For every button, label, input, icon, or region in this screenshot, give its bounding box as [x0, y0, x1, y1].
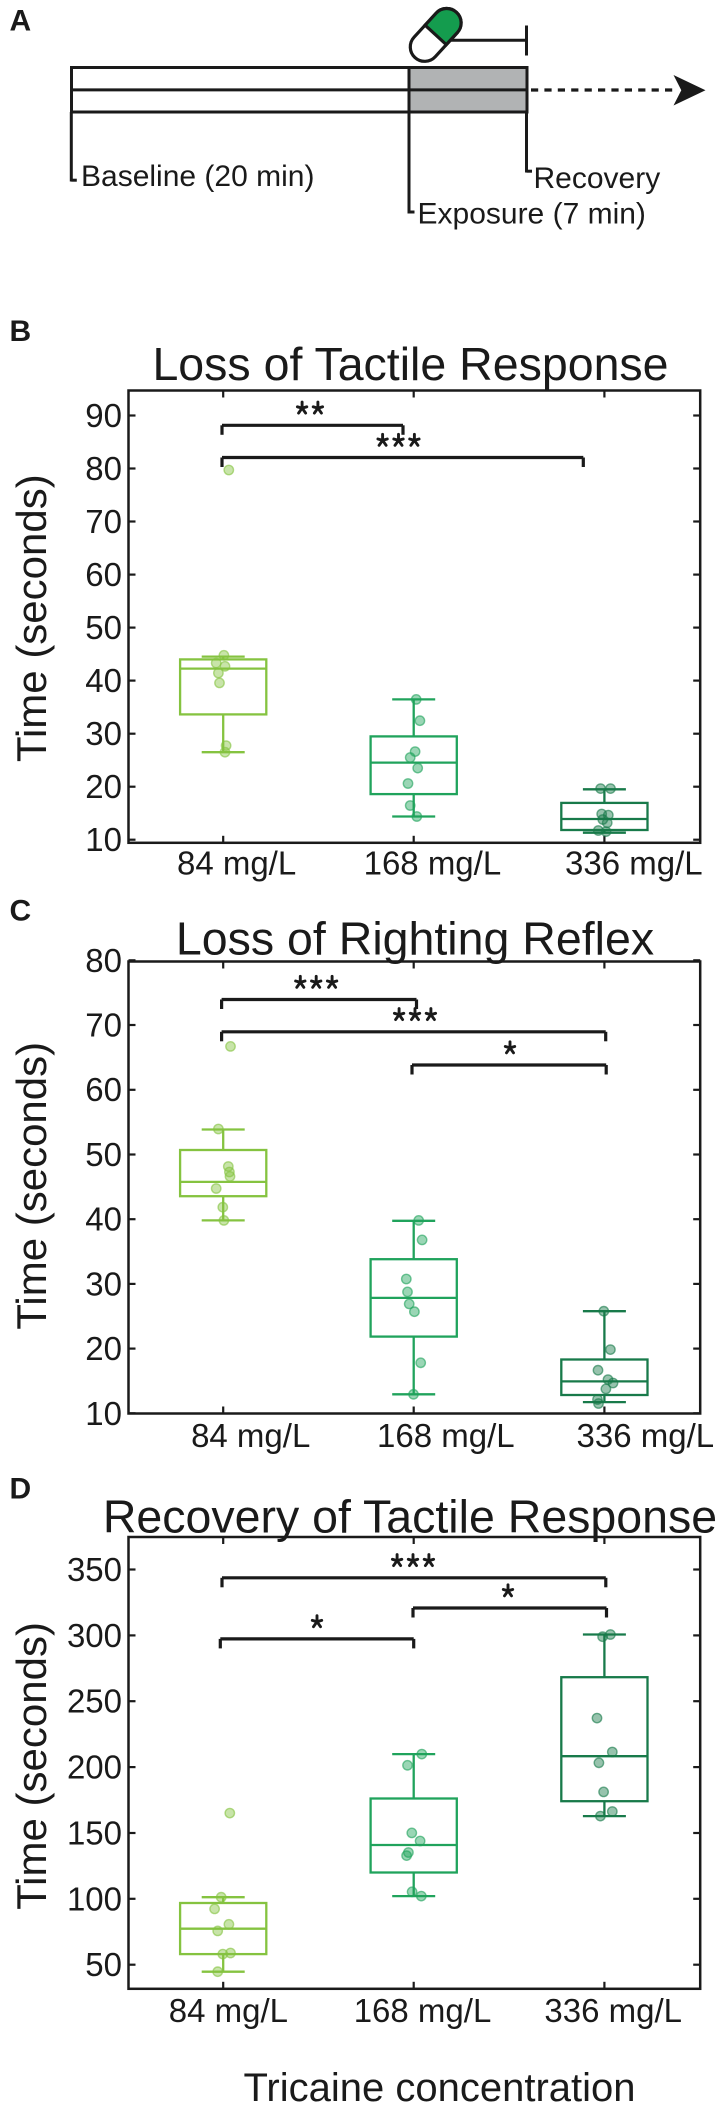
- svg-text:60: 60: [85, 1071, 122, 1108]
- svg-text:336 mg/L: 336 mg/L: [577, 1417, 715, 1454]
- svg-text:168 mg/L: 168 mg/L: [377, 1417, 515, 1454]
- svg-text:B: B: [10, 315, 32, 348]
- svg-text:Loss of Tactile Response: Loss of Tactile Response: [152, 338, 668, 390]
- svg-text:Loss of Righting Reflex: Loss of Righting Reflex: [176, 912, 654, 964]
- svg-text:84 mg/L: 84 mg/L: [169, 1992, 288, 2029]
- svg-text:300: 300: [67, 1617, 122, 1654]
- svg-text:70: 70: [85, 1007, 122, 1044]
- svg-text:60: 60: [85, 556, 122, 593]
- svg-text:250: 250: [67, 1683, 122, 1720]
- svg-text:Time (seconds): Time (seconds): [8, 1622, 55, 1910]
- svg-text:40: 40: [85, 1201, 122, 1238]
- svg-text:30: 30: [85, 715, 122, 752]
- svg-text:100: 100: [67, 1880, 122, 1917]
- svg-text:Exposure (7 min): Exposure (7 min): [418, 198, 646, 231]
- svg-text:30: 30: [85, 1265, 122, 1302]
- svg-text:80: 80: [85, 942, 122, 979]
- svg-text:336 mg/L: 336 mg/L: [544, 1992, 682, 2029]
- svg-text:84 mg/L: 84 mg/L: [191, 1417, 310, 1454]
- svg-text:Baseline (20 min): Baseline (20 min): [81, 160, 314, 193]
- svg-text:168 mg/L: 168 mg/L: [354, 1992, 492, 2029]
- svg-text:D: D: [10, 1473, 32, 1506]
- svg-text:90: 90: [85, 397, 122, 434]
- svg-text:80: 80: [85, 450, 122, 487]
- svg-text:10: 10: [85, 821, 122, 858]
- svg-text:Tricaine concentration: Tricaine concentration: [243, 2066, 635, 2108]
- svg-text:Time (seconds): Time (seconds): [8, 1042, 55, 1330]
- svg-text:168 mg/L: 168 mg/L: [364, 845, 502, 882]
- svg-text:40: 40: [85, 662, 122, 699]
- svg-text:50: 50: [85, 1946, 122, 1983]
- svg-text:20: 20: [85, 1330, 122, 1367]
- svg-text:Recovery of Tactile Response: Recovery of Tactile Response: [103, 1490, 717, 1542]
- svg-text:84 mg/L: 84 mg/L: [177, 845, 296, 882]
- svg-text:Recovery: Recovery: [534, 162, 661, 195]
- svg-text:20: 20: [85, 768, 122, 805]
- svg-text:50: 50: [85, 609, 122, 646]
- svg-text:336 mg/L: 336 mg/L: [565, 845, 703, 882]
- svg-text:C: C: [10, 895, 32, 928]
- svg-text:70: 70: [85, 503, 122, 540]
- svg-text:A: A: [10, 5, 32, 38]
- svg-text:150: 150: [67, 1815, 122, 1852]
- svg-text:Time (seconds): Time (seconds): [8, 474, 55, 762]
- svg-text:200: 200: [67, 1749, 122, 1786]
- svg-text:350: 350: [67, 1551, 122, 1588]
- svg-text:10: 10: [85, 1395, 122, 1432]
- svg-text:50: 50: [85, 1136, 122, 1173]
